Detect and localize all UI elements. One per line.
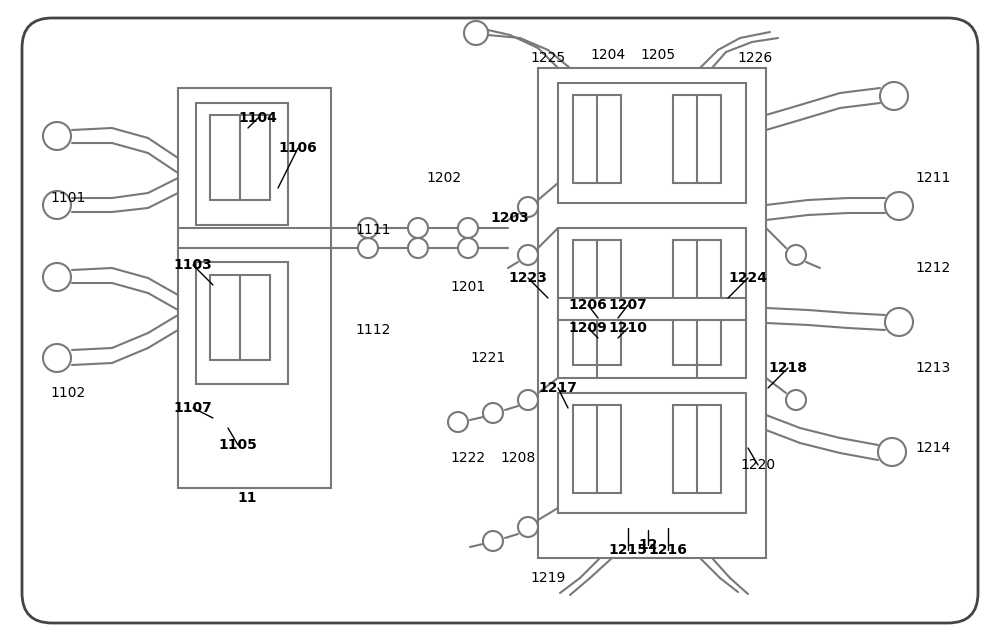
Circle shape xyxy=(358,218,378,238)
Bar xyxy=(673,405,721,493)
Bar xyxy=(538,68,766,558)
Bar xyxy=(573,240,621,365)
Bar xyxy=(558,393,746,513)
Circle shape xyxy=(43,191,71,219)
Circle shape xyxy=(458,218,478,238)
Text: 1208: 1208 xyxy=(500,451,536,465)
Text: 1213: 1213 xyxy=(915,361,951,375)
Text: 1217: 1217 xyxy=(539,381,577,395)
Text: 1207: 1207 xyxy=(609,298,647,312)
Circle shape xyxy=(483,531,503,551)
Text: 1209: 1209 xyxy=(569,321,607,335)
Text: 1223: 1223 xyxy=(509,271,547,285)
Text: 1225: 1225 xyxy=(530,51,566,65)
Text: 1101: 1101 xyxy=(50,191,86,205)
Circle shape xyxy=(408,218,428,238)
Text: 1205: 1205 xyxy=(640,48,676,62)
Circle shape xyxy=(885,192,913,220)
Text: 1105: 1105 xyxy=(219,438,257,452)
Circle shape xyxy=(518,390,538,410)
Text: 11: 11 xyxy=(237,491,257,505)
Bar xyxy=(573,405,621,493)
Circle shape xyxy=(358,238,378,258)
Bar xyxy=(573,95,621,183)
Bar xyxy=(210,275,270,360)
Circle shape xyxy=(43,344,71,372)
Text: 1104: 1104 xyxy=(239,111,277,125)
Text: 1111: 1111 xyxy=(355,223,391,237)
Circle shape xyxy=(43,263,71,291)
Circle shape xyxy=(448,412,468,432)
Bar xyxy=(673,240,721,365)
Text: 1214: 1214 xyxy=(915,441,951,455)
Text: 1220: 1220 xyxy=(740,458,776,472)
Bar xyxy=(210,115,270,200)
Bar xyxy=(673,95,721,183)
Text: 1221: 1221 xyxy=(470,351,506,365)
Bar xyxy=(196,103,288,225)
Circle shape xyxy=(518,245,538,265)
Bar xyxy=(558,298,746,320)
Bar xyxy=(558,83,746,203)
Text: 1212: 1212 xyxy=(915,261,951,275)
Text: 1216: 1216 xyxy=(649,543,687,557)
Circle shape xyxy=(878,438,906,466)
Text: 1112: 1112 xyxy=(355,323,391,337)
Text: 1215: 1215 xyxy=(608,543,648,557)
Circle shape xyxy=(786,390,806,410)
Circle shape xyxy=(458,238,478,258)
Text: 1204: 1204 xyxy=(590,48,626,62)
Text: 1203: 1203 xyxy=(491,211,529,225)
Bar xyxy=(178,88,331,488)
FancyBboxPatch shape xyxy=(22,18,978,623)
Text: 1206: 1206 xyxy=(569,298,607,312)
Circle shape xyxy=(43,122,71,150)
Circle shape xyxy=(518,517,538,537)
Text: 1106: 1106 xyxy=(279,141,317,155)
Text: 1202: 1202 xyxy=(426,171,462,185)
Circle shape xyxy=(483,403,503,423)
Text: 1210: 1210 xyxy=(609,321,647,335)
Text: 1211: 1211 xyxy=(915,171,951,185)
Text: 1102: 1102 xyxy=(50,386,86,400)
Text: 1222: 1222 xyxy=(450,451,486,465)
Circle shape xyxy=(408,238,428,258)
Circle shape xyxy=(518,197,538,217)
Text: 1201: 1201 xyxy=(450,280,486,294)
Bar xyxy=(196,262,288,384)
Text: 1224: 1224 xyxy=(728,271,768,285)
Text: 12: 12 xyxy=(638,538,658,552)
Circle shape xyxy=(464,21,488,45)
Bar xyxy=(558,228,746,378)
Text: 1107: 1107 xyxy=(174,401,212,415)
Circle shape xyxy=(786,245,806,265)
Text: 1219: 1219 xyxy=(530,571,566,585)
Text: 1103: 1103 xyxy=(174,258,212,272)
Circle shape xyxy=(885,308,913,336)
Text: 1218: 1218 xyxy=(768,361,807,375)
Text: 1226: 1226 xyxy=(737,51,773,65)
Circle shape xyxy=(880,82,908,110)
